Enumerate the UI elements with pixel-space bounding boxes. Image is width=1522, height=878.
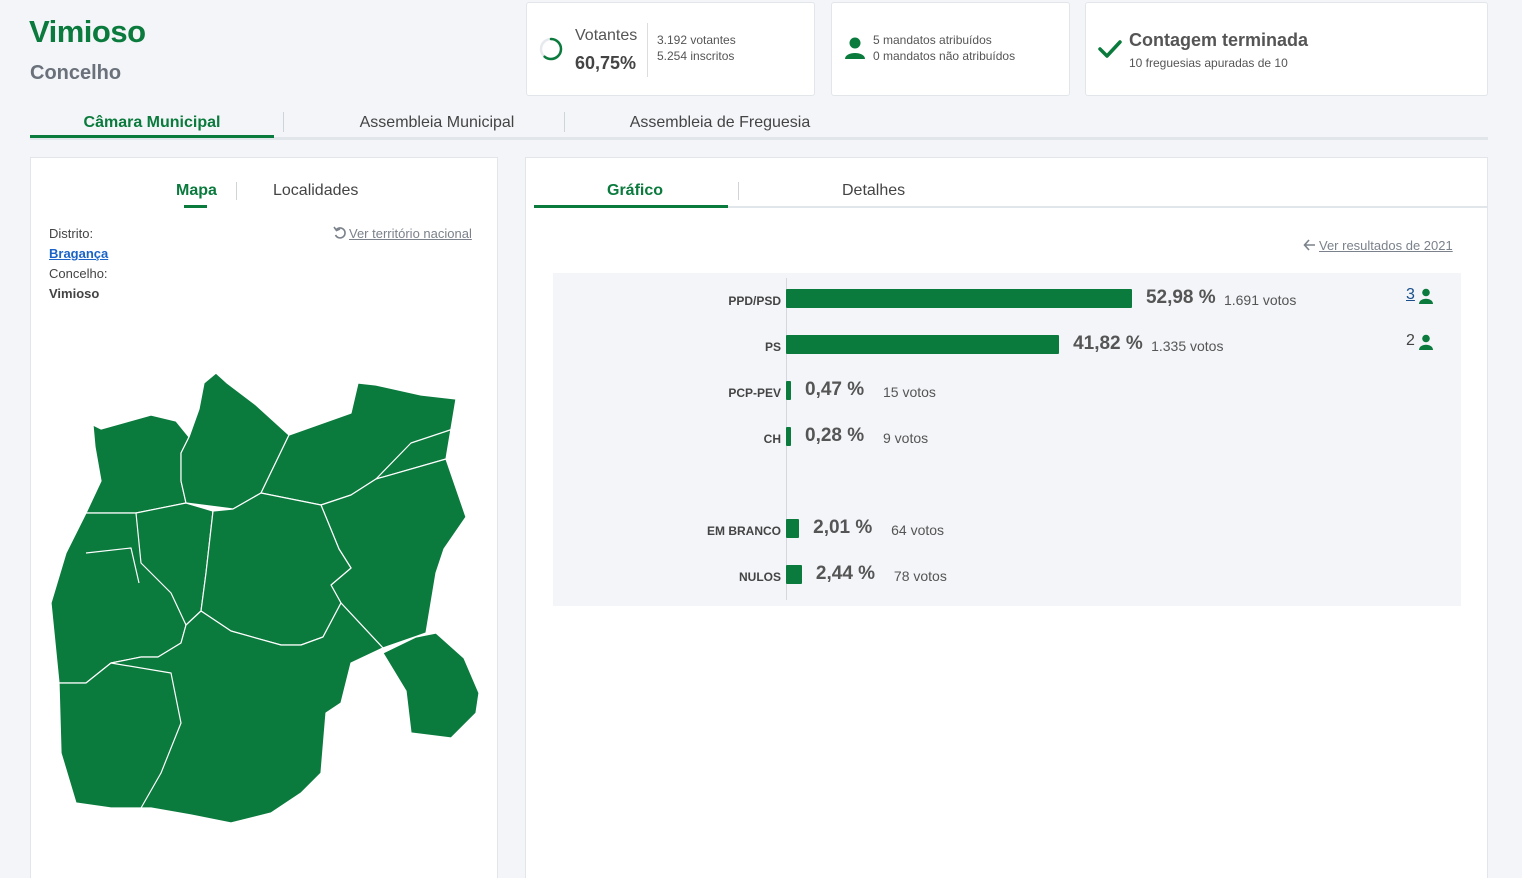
distrito-link[interactable]: Bragança — [49, 246, 109, 261]
bar — [786, 565, 802, 584]
election-type-tabs: Câmara Municipal Assembleia Municipal As… — [30, 108, 1488, 140]
ver-territorio-link[interactable]: Ver território nacional — [349, 226, 472, 241]
inscritos-count: 5.254 inscritos — [657, 49, 735, 63]
tab-mapa[interactable]: Mapa — [176, 182, 217, 199]
person-icon — [1419, 334, 1433, 350]
mandates-count[interactable]: 3 — [1406, 286, 1415, 303]
party-label: NULOS — [739, 570, 781, 584]
party-label: PS — [764, 340, 781, 354]
votantes-percentage: 60,75% — [575, 53, 637, 73]
mandatos-atribuidos: 5 mandatos atribuídos — [873, 33, 992, 47]
mandates-count: 2 — [1406, 332, 1415, 349]
map-panel: Mapa Localidades Distrito: Bragança Conc… — [30, 157, 498, 878]
check-icon — [1098, 40, 1122, 58]
tab-divider — [564, 112, 565, 132]
percentage-label: 0,47 % — [805, 379, 865, 400]
page-title: Vimioso — [29, 14, 146, 49]
ver-resultados-link[interactable]: Ver resultados de 2021 — [1319, 238, 1453, 253]
tab-detalhes[interactable]: Detalhes — [842, 182, 906, 199]
results-tabs: Gráfico Detalhes — [534, 158, 1488, 208]
map-freguesia[interactable] — [85, 414, 190, 514]
votantes-count: 3.192 votantes — [657, 33, 736, 47]
party-label: EM BRANCO — [707, 524, 781, 538]
active-subtab-indicator — [184, 205, 207, 208]
arrow-left-icon[interactable] — [1303, 238, 1317, 252]
percentage-label: 41,82 % — [1073, 333, 1143, 354]
percentage-label: 2,01 % — [813, 517, 873, 538]
progress-ring-icon — [539, 37, 563, 61]
tab-assembleia-freguesia[interactable]: Assembleia de Freguesia — [629, 114, 811, 131]
concelho-label: Concelho: — [49, 266, 108, 281]
percentage-label: 52,98 % — [1145, 287, 1216, 308]
party-label: CH — [763, 432, 781, 446]
votantes-label: Votantes — [575, 27, 638, 44]
votes-label: 78 votos — [893, 568, 947, 584]
contagem-title: Contagem terminada — [1129, 30, 1309, 50]
tab-grafico[interactable]: Gráfico — [607, 182, 664, 199]
votes-label: 9 votos — [883, 430, 929, 446]
percentage-label: 2,44 % — [815, 563, 876, 584]
bar — [786, 427, 791, 446]
bar — [786, 289, 1132, 308]
tab-divider — [236, 182, 237, 200]
divider — [647, 23, 648, 77]
votantes-card: Votantes 60,75% 3.192 votantes 5.254 ins… — [526, 2, 815, 96]
contagem-card: Contagem terminada 10 freguesias apurada… — [1085, 2, 1488, 96]
results-bar-chart: PPD/PSD 52,98 % 1.691 votos 3 PS 41,82 % 1.335… — [553, 273, 1461, 606]
active-subtab-indicator — [534, 205, 728, 208]
freguesias-apuradas: 10 freguesias apuradas de 10 — [1129, 56, 1288, 70]
person-icon — [1419, 288, 1433, 304]
tab-divider — [738, 182, 739, 200]
tab-divider — [283, 112, 284, 132]
map-freguesia[interactable] — [382, 632, 480, 739]
bar — [786, 519, 800, 538]
mandatos-card: 5 mandatos atribuídos 0 mandatos não atr… — [831, 2, 1070, 96]
tab-localidades[interactable]: Localidades — [273, 182, 359, 199]
votes-label: 64 votos — [891, 522, 945, 538]
concelho-map — [50, 372, 480, 824]
votes-label: 1.691 votos — [1223, 292, 1297, 308]
votes-label: 1.335 votos — [1151, 338, 1224, 354]
mandatos-nao-atribuidos: 0 mandatos não atribuídos — [873, 49, 1016, 63]
page-subtitle: Concelho — [30, 62, 122, 84]
active-tab-indicator — [30, 135, 274, 138]
bar — [786, 381, 791, 400]
results-panel: Gráfico Detalhes Ver resultados de 2021 … — [525, 157, 1488, 878]
bar — [786, 335, 1060, 354]
percentage-label: 0,28 % — [805, 425, 865, 446]
votes-label: 15 votos — [883, 384, 936, 400]
party-label: PCP-PEV — [728, 386, 781, 400]
tab-camara-municipal[interactable]: Câmara Municipal — [83, 114, 221, 131]
undo-icon[interactable] — [333, 226, 347, 240]
distrito-label: Distrito: — [49, 226, 94, 241]
party-label: PPD/PSD — [728, 294, 781, 308]
concelho-value: Vimioso — [49, 286, 100, 301]
tab-assembleia-municipal[interactable]: Assembleia Municipal — [359, 114, 515, 131]
person-icon — [845, 37, 865, 59]
map-freguesia[interactable] — [58, 602, 384, 824]
